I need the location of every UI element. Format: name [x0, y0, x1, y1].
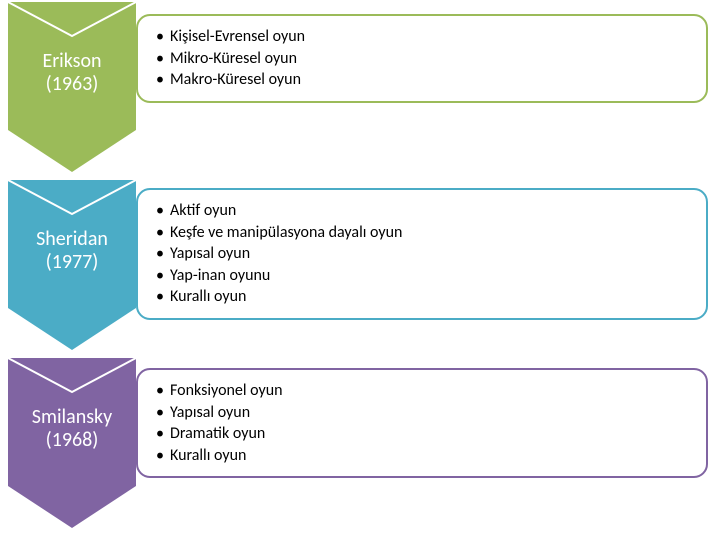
list-item: Yap-inan oyunu — [156, 265, 692, 287]
list-item: Kurallı oyun — [156, 445, 692, 467]
items-list: Kişisel-Evrensel oyun Mikro-Küresel oyun… — [152, 26, 692, 91]
list-item: Fonksiyonel oyun — [156, 380, 692, 402]
author-year: (1963) — [46, 72, 99, 96]
author-name: Erikson — [42, 49, 101, 73]
list-item: Yapısal oyun — [156, 402, 692, 424]
chevron-sheridan: Sheridan (1977) — [8, 180, 136, 350]
list-item: Kişisel-Evrensel oyun — [156, 26, 692, 48]
items-list: Fonksiyonel oyun Yapısal oyun Dramatik o… — [152, 380, 692, 466]
block-sheridan: Sheridan (1977) Aktif oyun Keşfe ve mani… — [0, 180, 720, 350]
author-name: Smilansky — [32, 405, 112, 429]
list-item: Mikro-Küresel oyun — [156, 48, 692, 70]
list-item: Makro-Küresel oyun — [156, 69, 692, 91]
chevron-smilansky: Smilansky (1968) — [8, 358, 136, 528]
author-year: (1968) — [46, 428, 99, 452]
items-bubble-erikson: Kişisel-Evrensel oyun Mikro-Küresel oyun… — [136, 14, 708, 103]
author-year: (1977) — [46, 250, 99, 274]
chevron-label: Smilansky (1968) — [8, 406, 136, 452]
chevron-label: Sheridan (1977) — [8, 228, 136, 274]
list-item: Kurallı oyun — [156, 286, 692, 308]
items-list: Aktif oyun Keşfe ve manipülasyona dayalı… — [152, 200, 692, 308]
items-bubble-smilansky: Fonksiyonel oyun Yapısal oyun Dramatik o… — [136, 368, 708, 478]
author-name: Sheridan — [36, 227, 108, 251]
list-item: Dramatik oyun — [156, 423, 692, 445]
chevron-erikson: Erikson (1963) — [8, 2, 136, 172]
block-smilansky: Smilansky (1968) Fonksiyonel oyun Yapısa… — [0, 358, 720, 528]
list-item: Aktif oyun — [156, 200, 692, 222]
chevron-label: Erikson (1963) — [8, 50, 136, 96]
items-bubble-sheridan: Aktif oyun Keşfe ve manipülasyona dayalı… — [136, 188, 708, 320]
list-item: Keşfe ve manipülasyona dayalı oyun — [156, 222, 692, 244]
block-erikson: Erikson (1963) Kişisel-Evrensel oyun Mik… — [0, 2, 720, 172]
list-item: Yapısal oyun — [156, 243, 692, 265]
